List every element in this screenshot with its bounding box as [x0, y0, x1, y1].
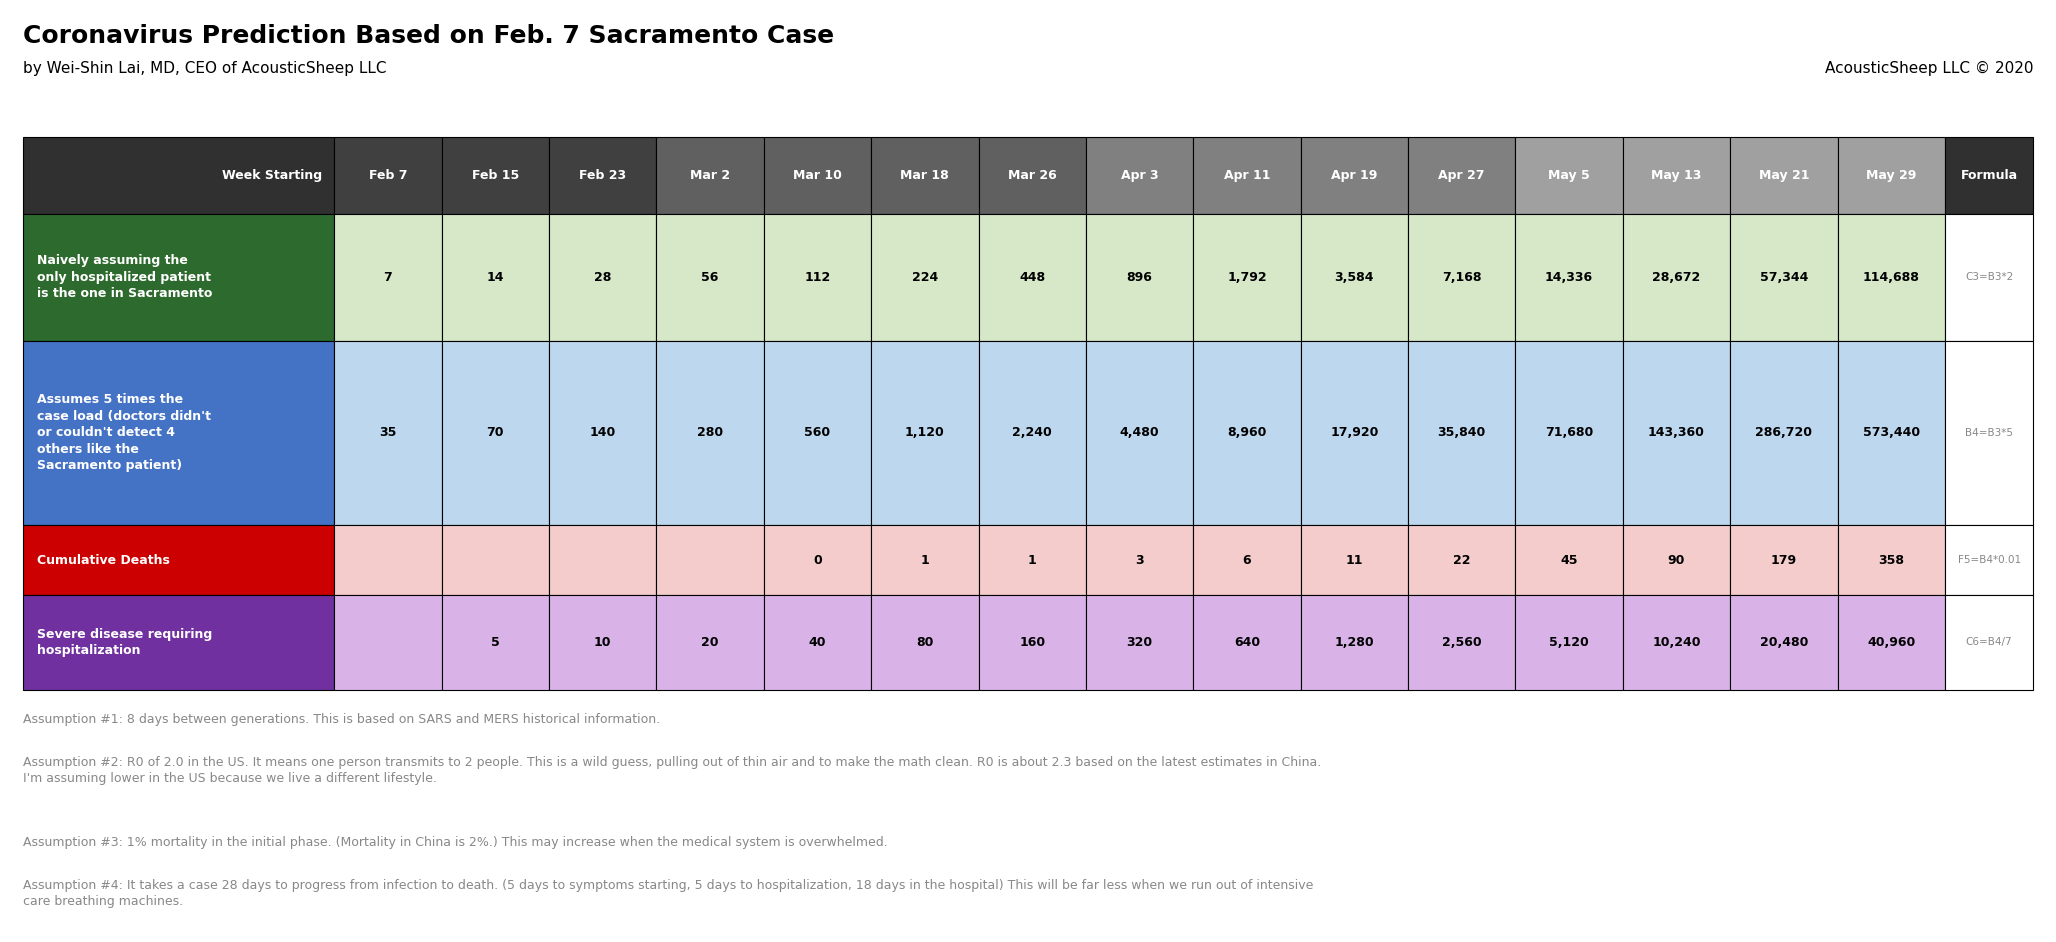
Text: AcousticSheep LLC © 2020: AcousticSheep LLC © 2020: [1826, 61, 2033, 76]
Text: Mar 10: Mar 10: [794, 169, 841, 182]
Text: 45: 45: [1561, 554, 1577, 566]
Text: 20: 20: [701, 636, 720, 649]
Text: C6=B4/7: C6=B4/7: [1966, 638, 2013, 647]
Text: Feb 15: Feb 15: [471, 169, 518, 182]
Text: 112: 112: [804, 271, 831, 284]
Text: 1,792: 1,792: [1227, 271, 1266, 284]
Text: 71,680: 71,680: [1544, 427, 1593, 439]
Text: 0: 0: [812, 554, 822, 566]
Text: 35: 35: [378, 427, 397, 439]
Text: May 13: May 13: [1651, 169, 1702, 182]
Text: 143,360: 143,360: [1649, 427, 1704, 439]
Text: Feb 7: Feb 7: [368, 169, 407, 182]
Text: 8,960: 8,960: [1227, 427, 1266, 439]
Text: Apr 19: Apr 19: [1330, 169, 1378, 182]
Text: 3,584: 3,584: [1334, 271, 1373, 284]
Text: 6: 6: [1242, 554, 1252, 566]
Text: by Wei-Shin Lai, MD, CEO of AcousticSheep LLC: by Wei-Shin Lai, MD, CEO of AcousticShee…: [23, 61, 387, 76]
Text: 280: 280: [697, 427, 724, 439]
Text: 3: 3: [1135, 554, 1143, 566]
Text: Naively assuming the
only hospitalized patient
is the one in Sacramento: Naively assuming the only hospitalized p…: [37, 254, 212, 300]
Text: Cumulative Deaths: Cumulative Deaths: [37, 554, 171, 566]
Text: 57,344: 57,344: [1760, 271, 1807, 284]
Text: 90: 90: [1667, 554, 1686, 566]
Text: 11: 11: [1345, 554, 1363, 566]
Text: Mar 2: Mar 2: [691, 169, 730, 182]
Text: Feb 23: Feb 23: [580, 169, 627, 182]
Text: 1: 1: [921, 554, 929, 566]
Text: 5,120: 5,120: [1550, 636, 1589, 649]
Text: 28,672: 28,672: [1653, 271, 1700, 284]
Text: 40: 40: [808, 636, 827, 649]
Text: May 21: May 21: [1758, 169, 1809, 182]
Text: 35,840: 35,840: [1437, 427, 1486, 439]
Text: 20,480: 20,480: [1760, 636, 1807, 649]
Text: 448: 448: [1020, 271, 1044, 284]
Text: 1,280: 1,280: [1334, 636, 1373, 649]
Text: 2,560: 2,560: [1441, 636, 1482, 649]
Text: 179: 179: [1770, 554, 1797, 566]
Text: 14: 14: [487, 271, 504, 284]
Text: Apr 3: Apr 3: [1121, 169, 1158, 182]
Text: 10,240: 10,240: [1653, 636, 1700, 649]
Text: B4=B3*5: B4=B3*5: [1966, 428, 2013, 438]
Text: 114,688: 114,688: [1863, 271, 1920, 284]
Text: 70: 70: [487, 427, 504, 439]
Text: Severe disease requiring
hospitalization: Severe disease requiring hospitalization: [37, 627, 212, 658]
Text: 560: 560: [804, 427, 831, 439]
Text: 7,168: 7,168: [1441, 271, 1482, 284]
Text: 1: 1: [1028, 554, 1036, 566]
Text: Assumption #2: R0 of 2.0 in the US. It means one person transmits to 2 people. T: Assumption #2: R0 of 2.0 in the US. It m…: [23, 756, 1320, 786]
Text: Week Starting: Week Starting: [222, 169, 323, 182]
Text: Assumption #4: It takes a case 28 days to progress from infection to death. (5 d: Assumption #4: It takes a case 28 days t…: [23, 879, 1314, 908]
Text: Coronavirus Prediction Based on Feb. 7 Sacramento Case: Coronavirus Prediction Based on Feb. 7 S…: [23, 24, 835, 47]
Text: 22: 22: [1454, 554, 1470, 566]
Text: Assumes 5 times the
case load (doctors didn't
or couldn't detect 4
others like t: Assumes 5 times the case load (doctors d…: [37, 394, 212, 472]
Text: Assumption #3: 1% mortality in the initial phase. (Mortality in China is 2%.) Th: Assumption #3: 1% mortality in the initi…: [23, 836, 888, 849]
Text: 40,960: 40,960: [1867, 636, 1916, 649]
Text: 1,120: 1,120: [905, 427, 944, 439]
Text: 2,240: 2,240: [1012, 427, 1053, 439]
Text: 4,480: 4,480: [1121, 427, 1160, 439]
Text: May 29: May 29: [1867, 169, 1916, 182]
Text: May 5: May 5: [1548, 169, 1589, 182]
Text: Formula: Formula: [1961, 169, 2017, 182]
Text: 17,920: 17,920: [1330, 427, 1378, 439]
Text: 80: 80: [917, 636, 933, 649]
Text: 573,440: 573,440: [1863, 427, 1920, 439]
Text: C3=B3*2: C3=B3*2: [1966, 272, 2013, 283]
Text: 160: 160: [1020, 636, 1044, 649]
Text: Mar 26: Mar 26: [1007, 169, 1057, 182]
Text: Apr 11: Apr 11: [1223, 169, 1271, 182]
Text: 10: 10: [594, 636, 611, 649]
Text: Assumption #1: 8 days between generations. This is based on SARS and MERS histor: Assumption #1: 8 days between generation…: [23, 713, 660, 726]
Text: 5: 5: [491, 636, 500, 649]
Text: Mar 18: Mar 18: [901, 169, 950, 182]
Text: 640: 640: [1234, 636, 1260, 649]
Text: 896: 896: [1127, 271, 1153, 284]
Text: 224: 224: [911, 271, 938, 284]
Text: 140: 140: [590, 427, 617, 439]
Text: 7: 7: [384, 271, 393, 284]
Text: 358: 358: [1879, 554, 1904, 566]
Text: F5=B4*0.01: F5=B4*0.01: [1957, 555, 2021, 565]
Text: 14,336: 14,336: [1544, 271, 1593, 284]
Text: 320: 320: [1127, 636, 1153, 649]
Text: 28: 28: [594, 271, 611, 284]
Text: 56: 56: [701, 271, 720, 284]
Text: 286,720: 286,720: [1756, 427, 1811, 439]
Text: Apr 27: Apr 27: [1439, 169, 1484, 182]
